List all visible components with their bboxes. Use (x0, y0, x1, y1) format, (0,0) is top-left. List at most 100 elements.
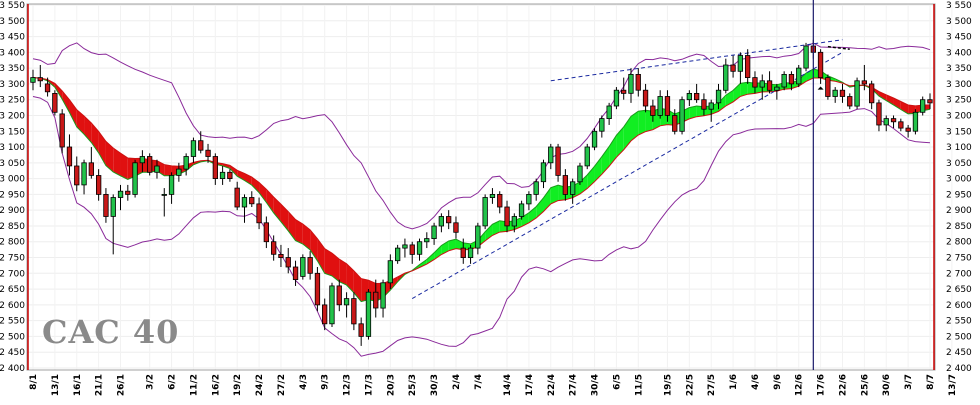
x-tick-label: 24/2 (255, 374, 265, 396)
y-tick-label-left: 3 150 (0, 127, 25, 137)
ribbon-segment-down (259, 182, 267, 203)
y-tick-label-left: 2 800 (0, 238, 25, 248)
y-tick-label-right: 3 350 (946, 64, 972, 74)
y-tick-label-left: 2 550 (0, 317, 25, 327)
candle-body-up (540, 162, 547, 183)
x-tick-label: 16/2 (211, 374, 221, 396)
y-tick-label-right: 3 050 (946, 159, 972, 169)
candle-body-down (497, 193, 503, 208)
candle-body-up (329, 285, 335, 325)
candle-body-down (198, 140, 204, 151)
ribbon-segment-up (609, 135, 617, 167)
x-tick-label: 30/4 (591, 374, 601, 396)
x-tick-label: 25/6 (860, 374, 870, 396)
candle-body-up (132, 162, 138, 195)
candle-body-up (117, 190, 124, 198)
candle-body-down (635, 74, 641, 91)
moving-average-slow-line (32, 77, 931, 285)
candles (30, 39, 933, 346)
candle-body-down (839, 89, 846, 97)
ribbon-segment-down (339, 259, 347, 286)
candle-body-up (343, 298, 350, 306)
candle-body-down (825, 77, 831, 97)
ribbon-segment-down (69, 99, 77, 128)
bollinger-bands (32, 42, 931, 357)
candle-body-down (504, 206, 510, 227)
ribbon-segment-up (492, 220, 500, 236)
candle-body-up (190, 140, 197, 157)
candle-body-down (234, 187, 240, 208)
candle-body-up (570, 181, 576, 195)
x-tick-label: 16/1 (73, 374, 83, 396)
x-tick-label: 17/6 (817, 374, 827, 396)
candle-body-down (745, 55, 751, 79)
candle-body-down (96, 175, 102, 195)
y-tick-label-right: 3 150 (946, 127, 972, 137)
ribbon-segment-down (280, 204, 289, 231)
bollinger-upper-band (32, 42, 931, 230)
ribbon-segment-down (229, 165, 238, 177)
candle-body-down (642, 89, 649, 107)
candle-body-down (125, 190, 131, 195)
plot-frame (26, 3, 936, 371)
ribbon-segment-down (120, 153, 128, 180)
y-tick-label-left: 3 350 (0, 64, 25, 74)
candle-body-up (394, 247, 401, 262)
ribbon-segment-down (222, 163, 230, 169)
trend-line-upper (550, 39, 843, 82)
y-tick-label-right: 3 500 (946, 17, 972, 27)
candle-body-down (817, 51, 824, 78)
ribbon-segment-down (346, 263, 354, 293)
bollinger-lower-band (32, 96, 931, 357)
y-tick-label-left: 2 950 (0, 190, 25, 200)
candle-body-down (358, 323, 364, 337)
candle-body-up (796, 67, 802, 85)
x-tick-label: 17/3 (364, 374, 374, 396)
candle-body-up (803, 45, 809, 69)
candle-body-down (621, 89, 627, 94)
x-tick-label: 4/3 (299, 374, 309, 390)
x-tick-label: 27/4 (569, 374, 579, 396)
ribbon-segment-up (455, 239, 464, 250)
y-tick-label-right: 3 000 (946, 175, 972, 185)
candle-body-down (555, 146, 561, 176)
ribbon-segment-down (324, 248, 332, 276)
y-tick-label-right: 3 400 (946, 48, 972, 58)
candle-body-up (219, 171, 226, 180)
ribbon-segment-up (434, 245, 442, 260)
y-tick-label-right: 2 400 (946, 364, 972, 374)
ribbon-segment-up (426, 252, 435, 265)
candle-body-down (103, 193, 109, 217)
candle-body-up (365, 291, 372, 337)
x-tick-label: 22/5 (685, 374, 695, 396)
candle-body-up (628, 74, 634, 94)
x-tick-label: 30/6 (882, 374, 892, 396)
candle-body-up (511, 216, 517, 227)
candle-body-up (424, 238, 430, 243)
x-tick-label: 6/2 (168, 374, 178, 390)
y-axis-right: 2 400 2 450 2 500 2 550 2 600 2 650 2 700 2 750… (946, 1, 972, 374)
ribbon-segment-up (448, 239, 456, 251)
candle-body-up (613, 89, 620, 107)
candle-body-up (526, 193, 532, 205)
candle-body-up (241, 197, 248, 208)
x-tick-label: 2/4 (452, 374, 462, 390)
y-tick-label-left: 2 700 (0, 269, 25, 279)
x-tick-label: 27/2 (277, 374, 287, 396)
candle-body-down (752, 77, 758, 88)
y-tick-label-left: 2 450 (0, 348, 25, 358)
x-tick-label: 12/3 (343, 374, 353, 396)
ribbon-segment-up (601, 146, 610, 175)
candle-body-down (227, 171, 233, 180)
ribbon-segment-up (550, 185, 559, 204)
x-tick-label: 9/3 (321, 374, 331, 390)
candle-body-down (460, 247, 466, 259)
candle-body-down (876, 102, 882, 126)
candle-body-up (416, 241, 423, 255)
x-tick-label: 1/6 (729, 374, 739, 390)
x-tick-label: 22/4 (547, 374, 557, 396)
candle-body-down (869, 83, 875, 104)
candle-body-down (74, 165, 80, 186)
ribbon-segment-up (689, 106, 697, 119)
x-tick-label: 8/1 (29, 374, 39, 390)
